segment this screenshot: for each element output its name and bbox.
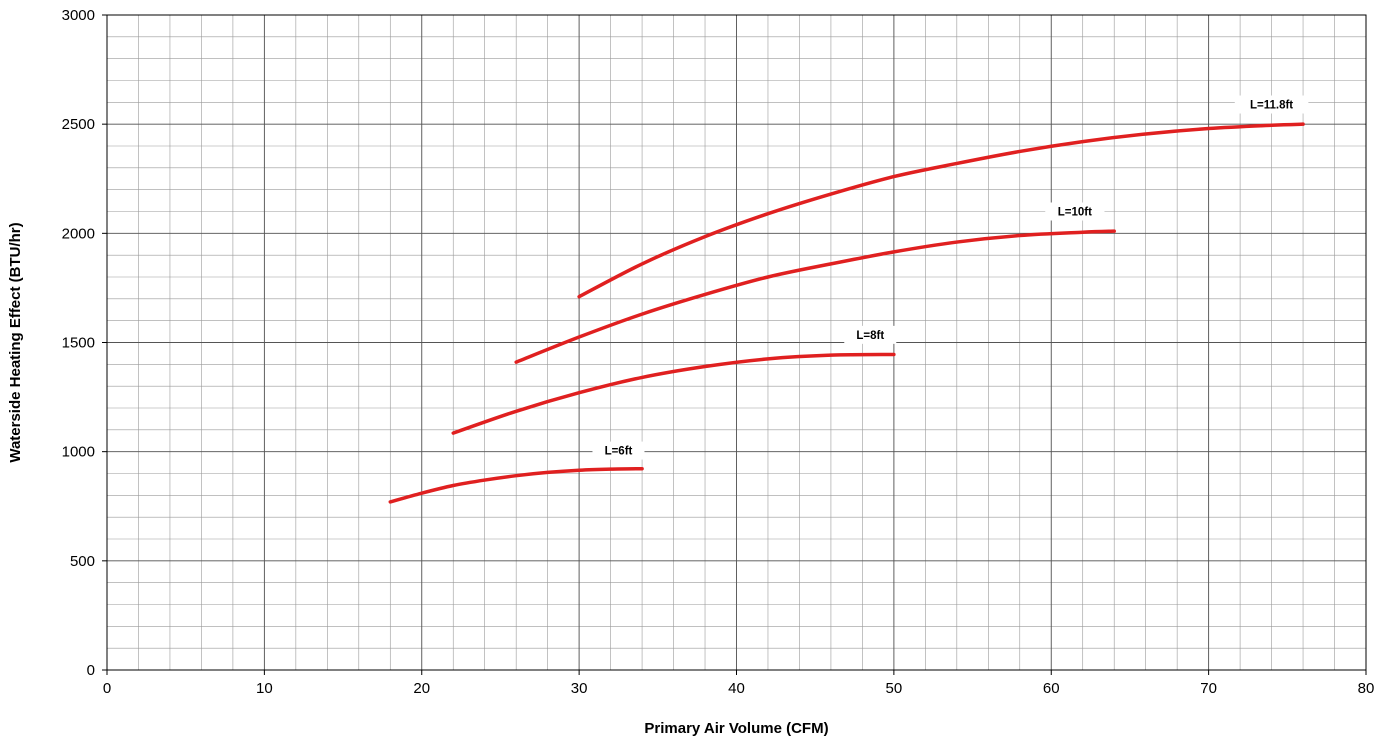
- x-tick-label: 20: [413, 680, 430, 697]
- x-tick-label: 40: [728, 680, 745, 697]
- series-label-2: L=10ft: [1058, 207, 1092, 219]
- x-tick-label: 70: [1200, 680, 1217, 697]
- series-label-box: [1045, 202, 1105, 221]
- series-label-box: [844, 325, 897, 344]
- y-tick-label: 500: [70, 553, 95, 570]
- x-tick-label: 60: [1043, 680, 1060, 697]
- x-tick-label: 30: [571, 680, 588, 697]
- y-tick-label: 1500: [62, 335, 95, 352]
- x-axis-title: Primary Air Volume (CFM): [644, 720, 828, 737]
- y-tick-label: 0: [87, 662, 95, 679]
- x-tick-label: 50: [886, 680, 903, 697]
- series-label-3: L=11.8ft: [1250, 100, 1293, 112]
- series-label-box: [592, 441, 645, 460]
- series-line-2: [514, 229, 1116, 364]
- y-axis-ticks: 0 500 1000 1500 2000 2500 3000: [62, 7, 107, 679]
- series-label-1: L=8ft: [856, 330, 884, 342]
- series-line-0: [388, 466, 644, 504]
- series-labels: L=6ft L=8ft L=10ft L=11.8ft: [592, 95, 1309, 460]
- series-line-3: [577, 122, 1305, 299]
- y-axis-title: Waterside Heating Effect (BTU/hr): [7, 222, 24, 462]
- series-line-1: [451, 352, 896, 435]
- x-tick-label: 10: [256, 680, 273, 697]
- y-tick-label: 3000: [62, 7, 95, 24]
- series-lines: [388, 122, 1305, 504]
- series-label-0: L=6ft: [605, 446, 633, 458]
- x-axis-ticks: 0 10 20 30 40 50 60 70 80: [103, 670, 1375, 697]
- series-label-box: [1234, 95, 1309, 114]
- y-tick-label: 2500: [62, 116, 95, 133]
- x-tick-label: 80: [1358, 680, 1375, 697]
- y-tick-label: 2000: [62, 225, 95, 242]
- x-tick-label: 0: [103, 680, 111, 697]
- y-tick-label: 1000: [62, 444, 95, 461]
